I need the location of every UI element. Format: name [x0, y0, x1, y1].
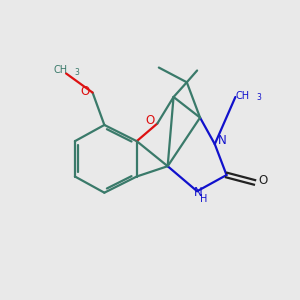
Text: O: O: [258, 174, 267, 188]
Text: N: N: [194, 186, 203, 199]
Text: O: O: [146, 114, 154, 127]
Text: O: O: [81, 85, 90, 98]
Text: N: N: [218, 134, 226, 147]
Text: CH: CH: [53, 65, 67, 76]
Text: 3: 3: [256, 93, 261, 102]
Text: CH: CH: [236, 91, 250, 100]
Text: H: H: [200, 194, 207, 205]
Text: 3: 3: [74, 68, 79, 77]
